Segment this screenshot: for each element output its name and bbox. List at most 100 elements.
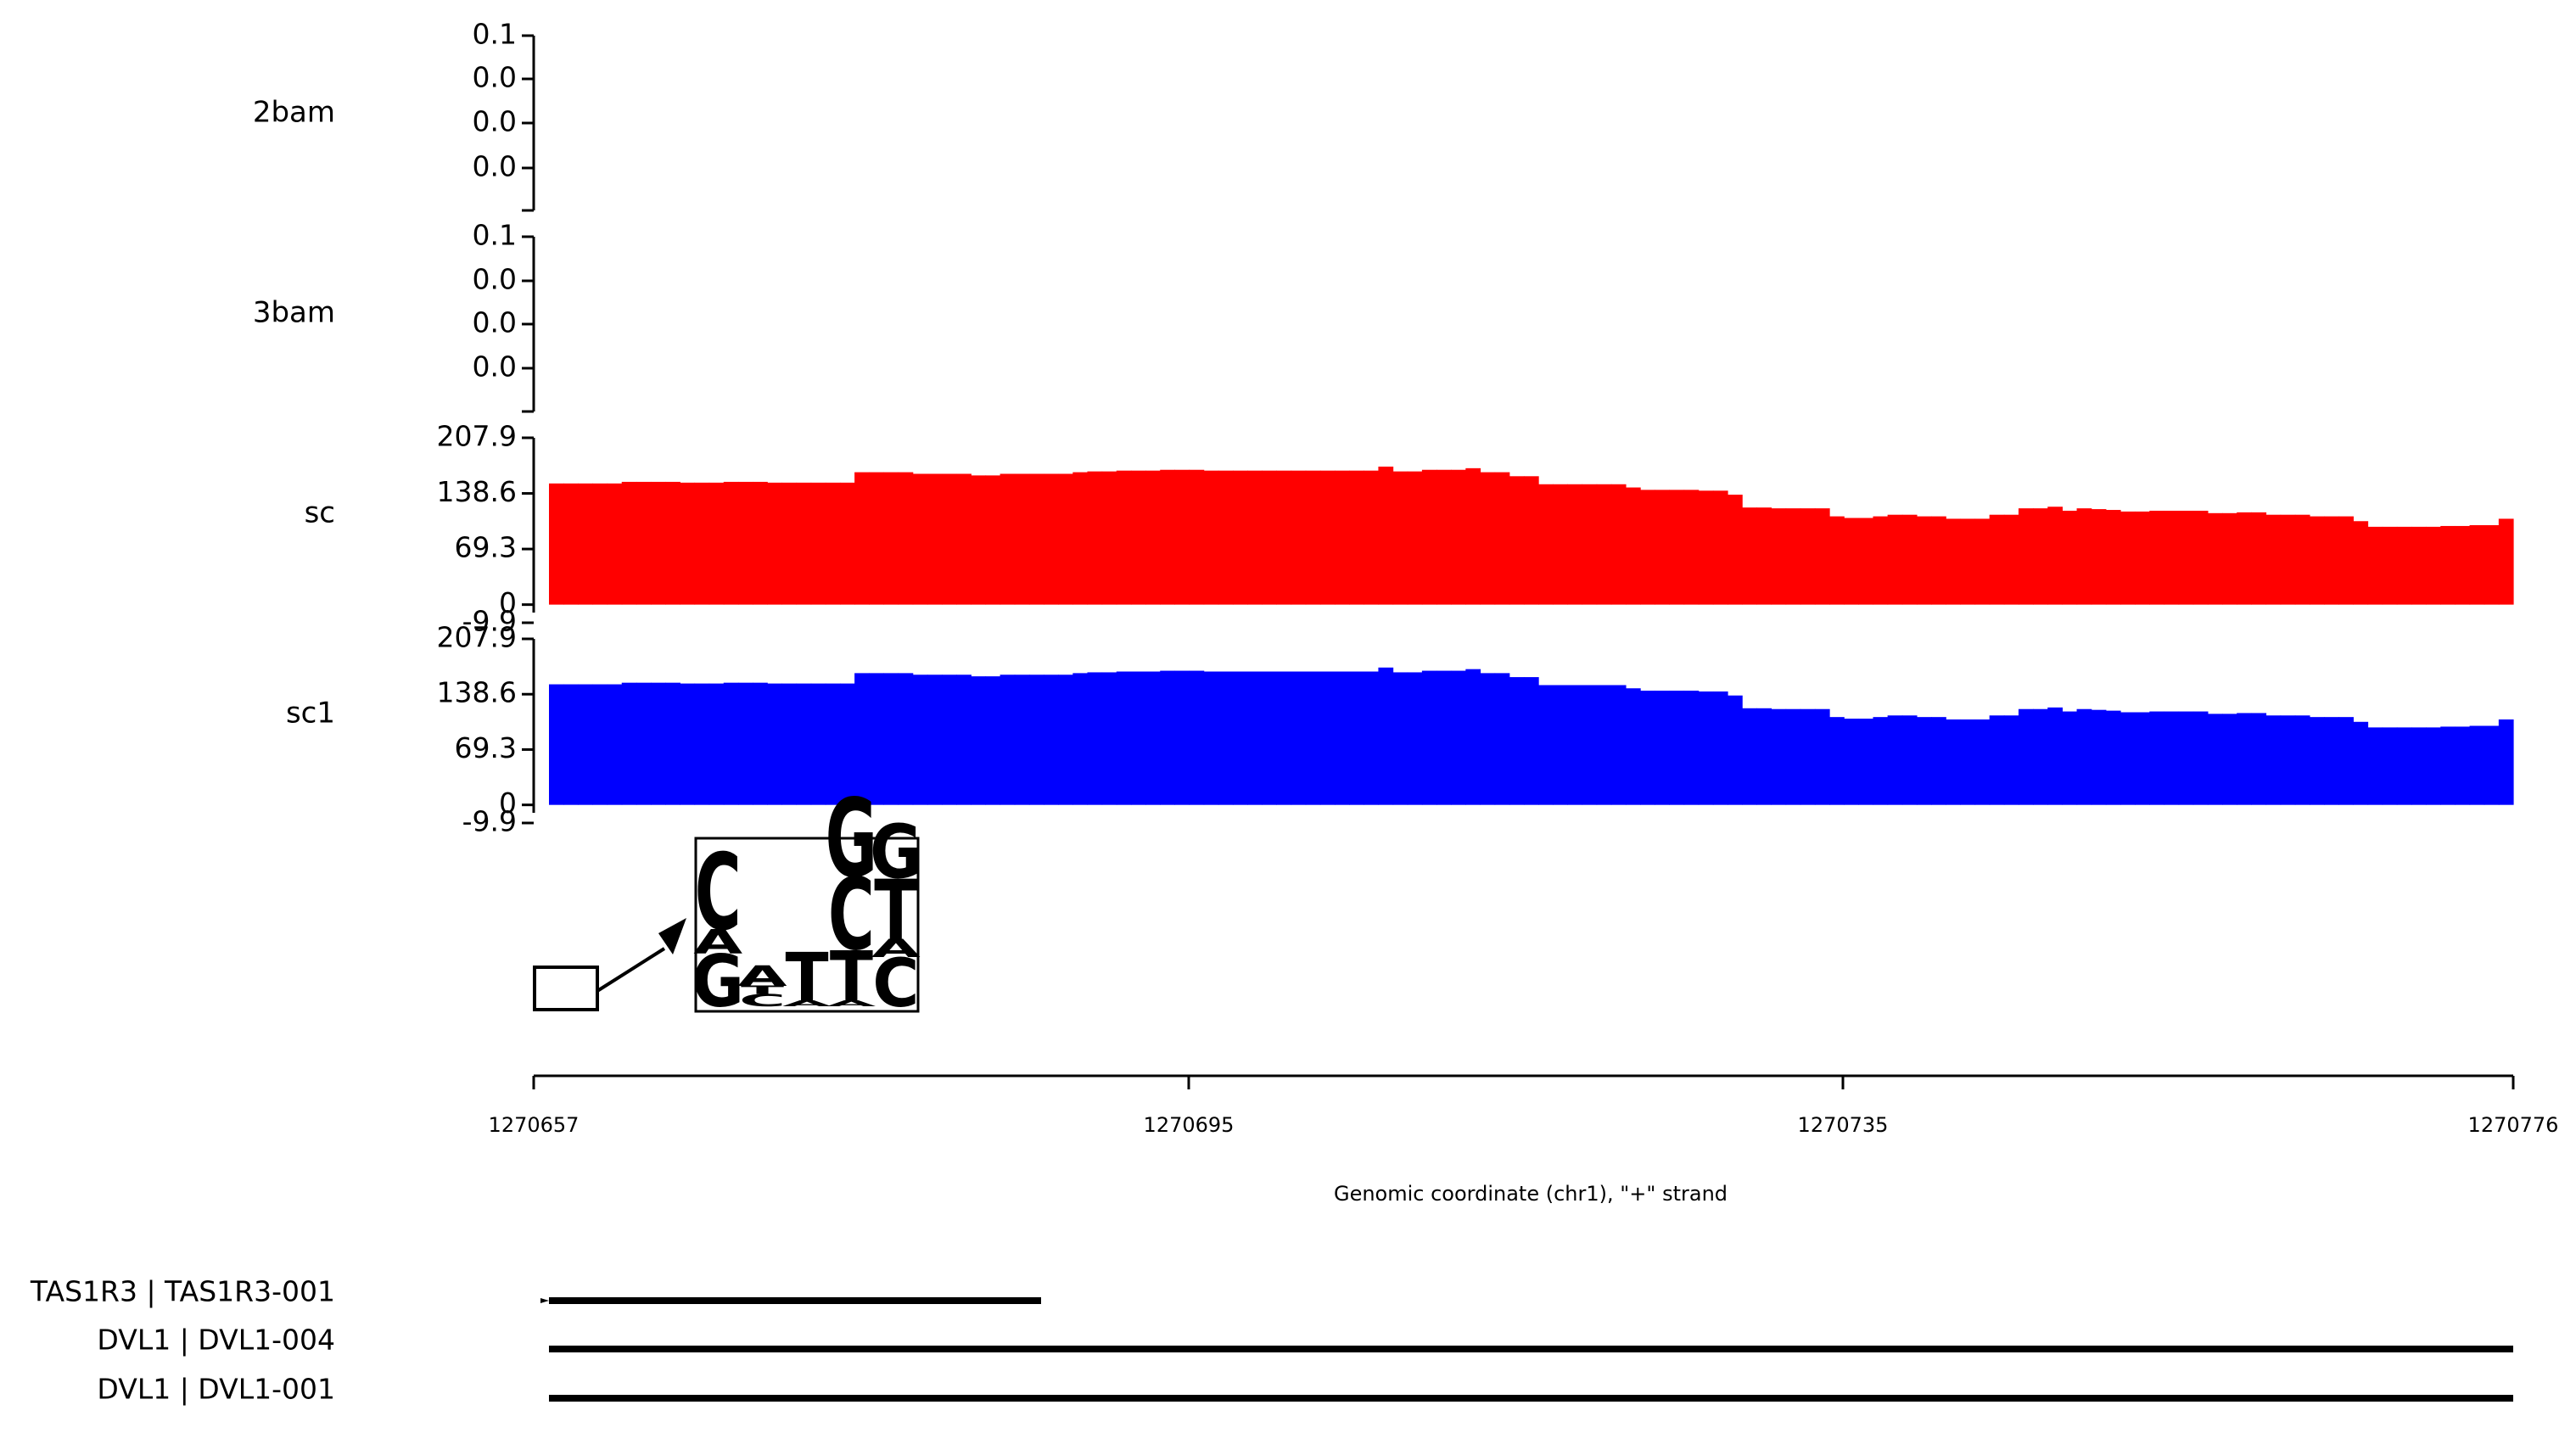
sc-bar [912,473,928,605]
sc1-bar [2251,713,2267,805]
sc1-bar [1974,719,1991,805]
sc1-bar [1582,685,1598,805]
strand-arrow-icon [540,1298,549,1303]
sc1-bar [2105,710,2121,805]
sc1-bar [636,682,652,805]
sc1-bar [883,673,899,805]
sc1-bar [956,675,972,805]
sc1-bar [1087,672,1103,805]
sc-bar [1465,467,1481,605]
sc-bar [1669,490,1685,605]
sc-bar [1974,518,1991,605]
sc-bar [2033,508,2048,605]
motif-logo-frame [694,837,920,1013]
sc1-bar [1625,688,1641,805]
y-tick-label: 0 [499,786,517,820]
sc-bar [2091,509,2107,605]
sc-bar [2324,516,2339,605]
sc-bar [1494,472,1510,605]
sc1-bar [549,684,564,805]
y-tick-label: 0.0 [473,306,517,339]
sc1-bar [1523,677,1539,805]
motif-site-box [533,966,599,1011]
sc-bar [810,482,826,605]
sc-bar [1276,470,1292,605]
sc1-bar [2426,727,2441,805]
sc-bar [883,472,899,605]
sc1-bar [854,673,870,805]
sc1-bar [1014,675,1030,805]
sc-bar [2382,526,2398,605]
sc-bar [1523,476,1539,605]
motif-letter-G: G [692,940,743,1023]
sc-bar [753,481,768,605]
sc1-bar [2294,715,2310,805]
sc-bar [2426,526,2441,605]
sc1-bar [737,682,753,805]
sc-bar [680,482,696,605]
sc-bar [1946,518,1961,605]
sc1-bar [1232,671,1248,805]
sc-bar [694,482,710,605]
sc-bar [1916,516,1932,605]
sc-bar [1538,484,1554,605]
sc-bar [1072,472,1089,605]
sc1-bar [1596,685,1612,805]
sc-bar [1901,514,1918,605]
sc-bar [1610,484,1627,605]
y-tick-label: 0.0 [473,350,517,383]
sc1-bar [1814,708,1830,805]
sc1-bar [869,673,885,805]
sc1-bar [1189,670,1205,805]
sc-bar [796,482,812,605]
sc-bar [1509,476,1525,605]
sc-bar [2338,516,2354,605]
sc1-bar [1553,685,1568,805]
sc1-bar [971,676,987,805]
sc1-bar [1800,708,1816,805]
sc1-bar [2309,717,2325,805]
sc1-bar [1742,708,1757,805]
sc-bar [1728,495,1743,605]
motif-letter-T: T [874,862,917,959]
sc1-bar [1655,691,1671,805]
sc-bar [665,481,680,605]
sc-bar [839,482,855,605]
sc-bar [1873,516,1889,605]
sc-bar [1364,470,1380,605]
sc-bar [592,483,608,605]
sc1-bar [1160,670,1175,805]
sc1-bar [1319,671,1336,805]
sc1-bar [1873,717,1889,805]
sc-bar [854,472,870,605]
track-3bam: 3bam 0.1 0.0 0.0 0.0 [253,219,535,413]
sc-bar [1203,470,1219,605]
sc1-bar [1901,715,1918,805]
sc1-bar [2076,708,2092,805]
sc-bar [1858,518,1874,605]
sc1-bar [1218,671,1234,805]
sc1-bar [1421,670,1437,805]
y-tick-label: -9.9 [462,805,517,838]
sc-bar [2411,526,2427,605]
gene-label: DVL1 | DVL1-004 [97,1324,335,1357]
sc1-bar [1771,708,1787,805]
sc1-bar [723,682,739,805]
sc-bar [2484,525,2500,605]
sc1-bar [607,684,623,805]
sc-bar [1582,484,1598,605]
sc-bar [1785,508,1801,605]
sc1-bar [2469,725,2485,805]
sc1-bar [592,684,608,805]
x-axis-label: Genomic coordinate (chr1), "+" strand [1334,1182,1728,1206]
sc-bar [2149,510,2165,605]
sc1-bar [1000,675,1016,805]
sc-bar [927,473,943,605]
sc-bar [1130,470,1146,605]
gene-label: TAS1R3 | TAS1R3-001 [30,1275,335,1308]
sc-bar [737,481,753,605]
sc-bar [1218,470,1234,605]
motif-letter-A: A [738,960,787,993]
sc-bar [2396,526,2412,605]
